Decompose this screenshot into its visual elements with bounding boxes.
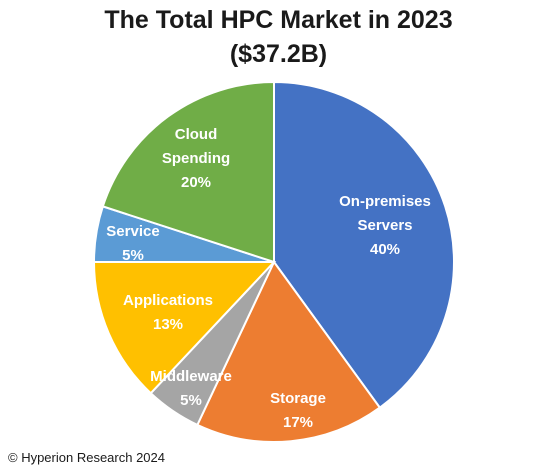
slice-label-storage: Storage 17% <box>270 390 326 431</box>
slice-label-applications: Applications 13% <box>123 292 213 333</box>
copyright-text: © Hyperion Research 2024 <box>8 450 165 465</box>
slice-percent-label: 5% <box>122 247 144 264</box>
slice-percent-label: 40% <box>370 241 400 258</box>
pie-slice-storage <box>196 260 382 443</box>
slice-label-cloud-spending: Cloud Spending 20% <box>162 126 230 191</box>
slice-category-label: Cloud <box>175 126 218 143</box>
slice-category-label: Middleware <box>150 368 232 385</box>
pie-slice-on-premises-servers <box>273 80 455 410</box>
chart-title: The Total HPC Market in 2023 <box>104 6 453 34</box>
slice-category-label: Applications <box>123 292 213 309</box>
pie-slice-cloud-spending <box>101 80 275 264</box>
slice-percent-label: 13% <box>153 316 183 333</box>
slice-percent-label: 17% <box>283 414 313 431</box>
chart-subtitle: ($37.2B) <box>229 40 328 68</box>
slice-label-on-premises-servers: On-premises Servers 40% <box>339 193 431 258</box>
slice-category-label: On-premises <box>339 193 431 210</box>
slice-category-label: Servers <box>357 217 412 234</box>
slice-category-label: Storage <box>270 390 326 407</box>
slice-category-label: Service <box>106 223 159 240</box>
slice-label-service: Service 5% <box>106 223 159 264</box>
slice-percent-label: 20% <box>181 174 211 191</box>
pie-slices <box>92 80 455 443</box>
pie-slice-applications <box>92 261 277 395</box>
slice-label-middleware: Middleware 5% <box>150 368 232 409</box>
pie-labels: On-premises Servers 40% Storage 17% Middlewar… <box>106 126 431 431</box>
slice-percent-label: 5% <box>180 392 202 409</box>
slice-category-label: Spending <box>162 150 230 167</box>
